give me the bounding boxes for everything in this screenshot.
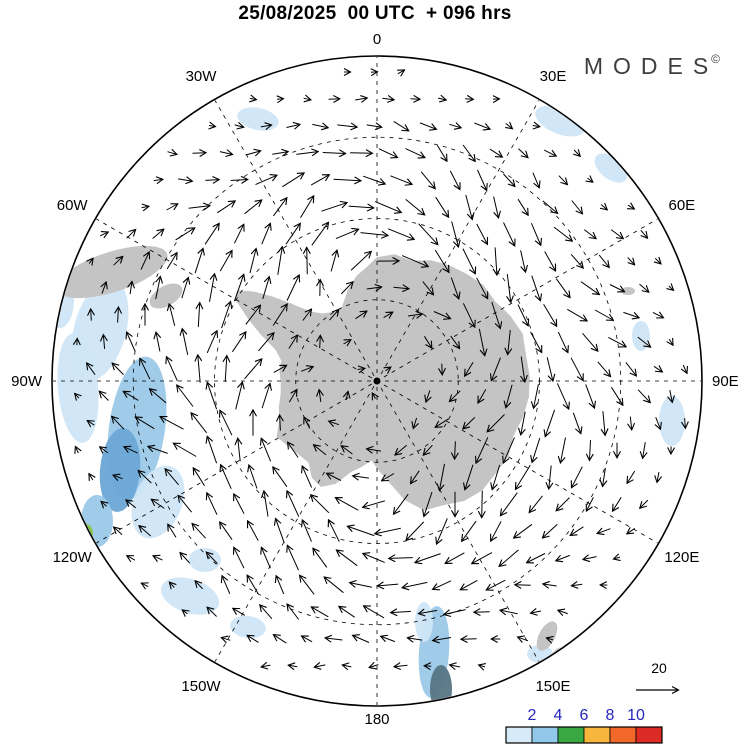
wind-arrows xyxy=(75,70,687,667)
colorbar: 2 4 6 8 10 xyxy=(505,707,663,744)
landmasses xyxy=(56,245,635,667)
colorbar-frame xyxy=(505,726,663,744)
colorbar-segment xyxy=(531,726,559,744)
colorbar-tick-label: 2 xyxy=(528,707,537,724)
island xyxy=(149,283,183,309)
reference-vector: 20 xyxy=(636,660,678,690)
lon-label-90E: 90E xyxy=(712,373,739,390)
colorbar-tick-label: 6 xyxy=(580,707,589,724)
modes-logo-text: MODES xyxy=(583,53,719,79)
lon-label-90W: 90W xyxy=(11,373,43,390)
map-boundary xyxy=(51,55,703,707)
lon-label-180: 180 xyxy=(364,711,389,728)
colorbar-segment xyxy=(557,726,585,744)
reference-vector-label: 20 xyxy=(651,660,667,676)
lon-label-150W: 150W xyxy=(181,678,221,695)
island xyxy=(56,245,168,299)
colorbar-segment xyxy=(505,726,533,744)
lon-label-60E: 60E xyxy=(668,197,695,214)
colorbar-tick-label: 8 xyxy=(606,707,615,724)
colorbar-segment xyxy=(609,726,637,744)
colorbar-segment xyxy=(583,726,611,744)
lon-label-60W: 60W xyxy=(57,197,89,214)
lon-label-30W: 30W xyxy=(186,68,218,85)
lon-label-150E: 150E xyxy=(535,678,570,695)
precipitation-shading xyxy=(53,105,685,705)
copyright-mark: © xyxy=(711,52,720,67)
colorbar-segment xyxy=(635,726,663,744)
lon-label-120E: 120E xyxy=(664,549,699,566)
lon-label-120W: 120W xyxy=(53,549,93,566)
colorbar-tick-label: 4 xyxy=(554,707,563,724)
chart-title: 25/08/2025 00 UTC + 096 hrs xyxy=(238,3,512,24)
lon-label-30E: 30E xyxy=(540,68,567,85)
south-pole-dot xyxy=(373,377,381,385)
lon-label-0: 0 xyxy=(373,31,381,48)
colorbar-tick-label: 10 xyxy=(627,707,645,724)
antarctica xyxy=(235,254,530,511)
modes-logo: MODES© xyxy=(583,52,720,80)
